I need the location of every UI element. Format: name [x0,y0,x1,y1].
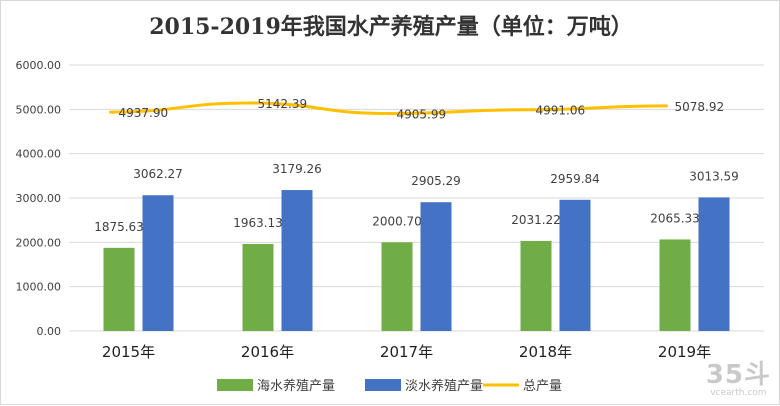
bar [520,240,552,331]
bar [103,247,135,331]
y-tick-label: 6000.00 [16,59,62,72]
bar [281,190,313,331]
legend-swatch [217,379,253,391]
watermark-logo: 35斗 [705,360,771,390]
bar-data-label: 1963.13 [233,216,283,230]
bar [659,239,691,331]
x-tick-label: 2019年 [658,343,711,361]
total-line [109,101,668,116]
x-tick-label: 2016年 [241,343,294,361]
bar [420,202,452,331]
bar-data-label: 2905.29 [411,174,461,188]
legend-label: 淡水养殖产量 [405,378,483,394]
bar [242,243,274,331]
x-tick-label: 2015年 [102,343,155,361]
line-data-label: 5078.92 [675,100,725,114]
y-tick-label: 5000.00 [16,103,62,116]
y-tick-label: 1000.00 [16,281,62,294]
watermark-url: vcearth.com [710,388,767,398]
line-data-label: 5142.39 [258,97,308,111]
bar-data-label: 1875.63 [94,220,144,234]
legend-swatch [365,379,401,391]
x-tick-label: 2018年 [519,343,572,361]
legend-label: 总产量 [523,379,562,394]
bar-data-label: 3013.59 [689,169,739,183]
line-data-label: 4937.90 [119,106,169,120]
bar-data-label: 2959.84 [550,172,600,186]
bar-data-label: 3062.27 [133,167,183,181]
bar [559,199,591,331]
watermark: 35斗 vcearth.com [706,362,771,398]
bar [142,195,174,331]
chart-title: 2015-2019年我国水产养殖产量（单位：万吨） [149,14,633,40]
x-tick-label: 2017年 [380,343,433,361]
bar-data-label: 2000.70 [372,214,422,228]
bar [698,197,730,331]
bar-data-label: 2065.33 [650,211,700,225]
y-tick-label: 3000.00 [16,192,62,205]
line-data-label: 4905.99 [397,108,447,122]
bar-data-label: 2031.22 [511,213,561,227]
line-data-label: 4991.06 [536,104,586,118]
y-tick-label: 2000.00 [16,236,62,249]
bar [381,242,413,331]
y-tick-label: 4000.00 [16,148,62,161]
legend-label: 海水养殖产量 [257,378,335,394]
y-tick-label: 0.00 [37,325,62,338]
bar-data-label: 3179.26 [272,162,322,176]
